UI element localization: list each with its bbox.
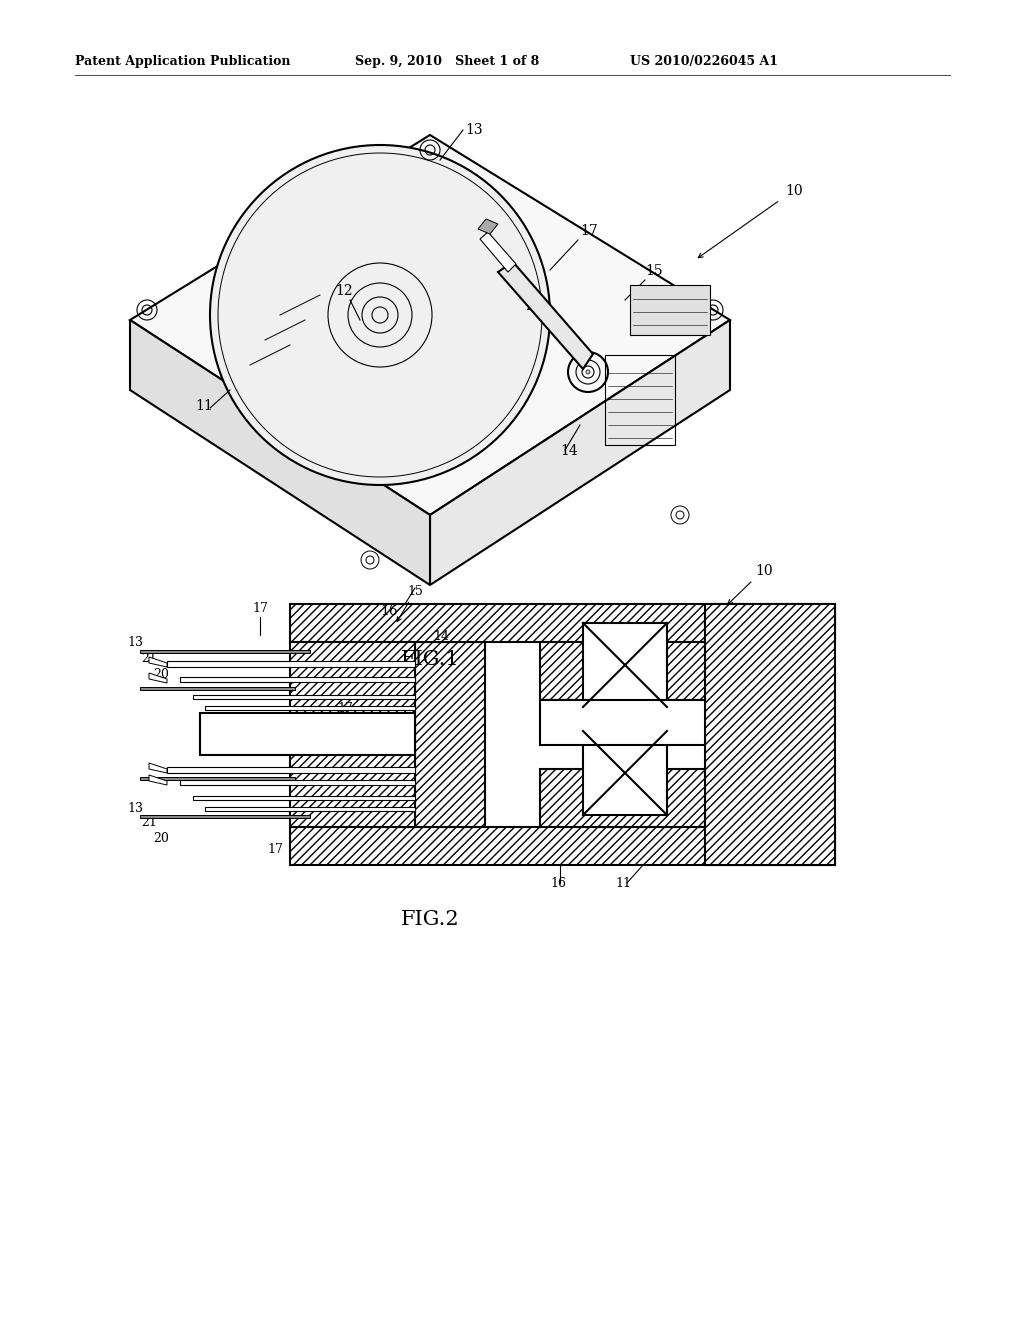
Polygon shape [498, 261, 593, 370]
Circle shape [586, 370, 590, 374]
Polygon shape [130, 319, 430, 585]
Bar [140, 686, 295, 690]
Bar [540, 700, 705, 744]
Text: 14: 14 [560, 444, 578, 458]
Bar [180, 677, 415, 682]
Text: Sep. 9, 2010   Sheet 1 of 8: Sep. 9, 2010 Sheet 1 of 8 [355, 55, 540, 69]
Polygon shape [150, 775, 167, 785]
Circle shape [210, 145, 550, 484]
Text: 17: 17 [252, 602, 268, 615]
Text: 20: 20 [153, 668, 169, 681]
Bar [167, 661, 415, 667]
Text: 13: 13 [465, 123, 482, 137]
Text: 12: 12 [335, 284, 352, 298]
Bar [583, 731, 667, 814]
Text: 11: 11 [615, 876, 631, 890]
Bar [200, 713, 415, 755]
Text: FIG.2: FIG.2 [400, 909, 460, 929]
Text: 11: 11 [195, 399, 213, 413]
Text: 21: 21 [141, 652, 157, 665]
Bar [205, 807, 415, 810]
Bar [193, 796, 415, 800]
Text: 10: 10 [755, 564, 773, 578]
Polygon shape [130, 135, 730, 515]
Bar [140, 777, 295, 780]
Text: 14: 14 [433, 630, 449, 643]
Text: 15: 15 [645, 264, 663, 279]
Bar [205, 706, 415, 710]
Text: FIG.1: FIG.1 [400, 649, 460, 669]
Bar [193, 696, 415, 700]
Polygon shape [150, 657, 167, 667]
Text: 20: 20 [153, 832, 169, 845]
Bar [180, 780, 415, 785]
Text: 16: 16 [380, 605, 397, 618]
Text: 15: 15 [408, 585, 423, 598]
Text: 13: 13 [127, 636, 143, 649]
Bar [540, 642, 705, 700]
Bar [415, 642, 485, 828]
Bar [605, 355, 675, 445]
Polygon shape [430, 319, 730, 585]
Text: 16: 16 [550, 876, 566, 890]
Bar [290, 642, 415, 828]
Text: 17: 17 [337, 702, 353, 715]
Text: US 2010/0226045 A1: US 2010/0226045 A1 [630, 55, 778, 69]
Text: 21: 21 [141, 817, 157, 829]
Text: 10: 10 [785, 183, 803, 198]
Bar [290, 605, 835, 642]
Bar [630, 285, 710, 335]
Text: 17: 17 [580, 224, 598, 238]
Bar [167, 767, 415, 774]
Bar [140, 649, 310, 653]
Text: Patent Application Publication: Patent Application Publication [75, 55, 291, 69]
Polygon shape [478, 219, 498, 234]
Bar [583, 623, 667, 708]
Text: 20: 20 [525, 300, 543, 313]
Bar [290, 828, 835, 865]
Bar [140, 814, 310, 818]
Bar [705, 605, 835, 865]
Text: 17: 17 [267, 843, 283, 855]
Bar [540, 770, 705, 828]
Polygon shape [150, 763, 167, 774]
Polygon shape [480, 232, 516, 272]
Text: 13: 13 [127, 801, 143, 814]
Polygon shape [150, 673, 167, 682]
